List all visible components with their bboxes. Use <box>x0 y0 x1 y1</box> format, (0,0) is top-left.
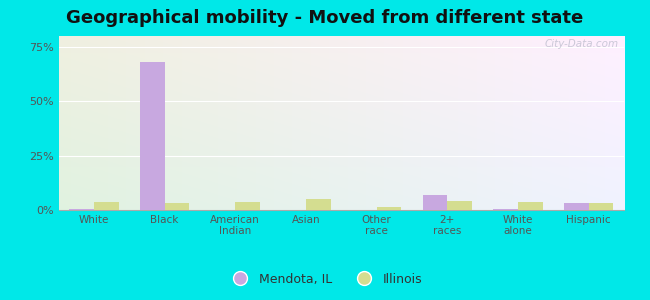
Bar <box>306 199 331 210</box>
Text: Geographical mobility - Moved from different state: Geographical mobility - Moved from diffe… <box>66 9 584 27</box>
Bar <box>164 203 189 210</box>
Text: City-Data.com: City-Data.com <box>544 40 618 50</box>
Bar <box>235 202 260 210</box>
Bar <box>447 201 472 210</box>
Bar <box>140 62 164 210</box>
Bar <box>589 203 614 210</box>
Bar <box>94 202 118 210</box>
Bar <box>564 203 589 210</box>
Bar <box>518 202 543 210</box>
Bar <box>376 207 401 210</box>
Legend: Mendota, IL, Illinois: Mendota, IL, Illinois <box>223 268 427 291</box>
Bar <box>69 209 94 210</box>
Bar <box>493 209 518 210</box>
Bar <box>422 195 447 210</box>
